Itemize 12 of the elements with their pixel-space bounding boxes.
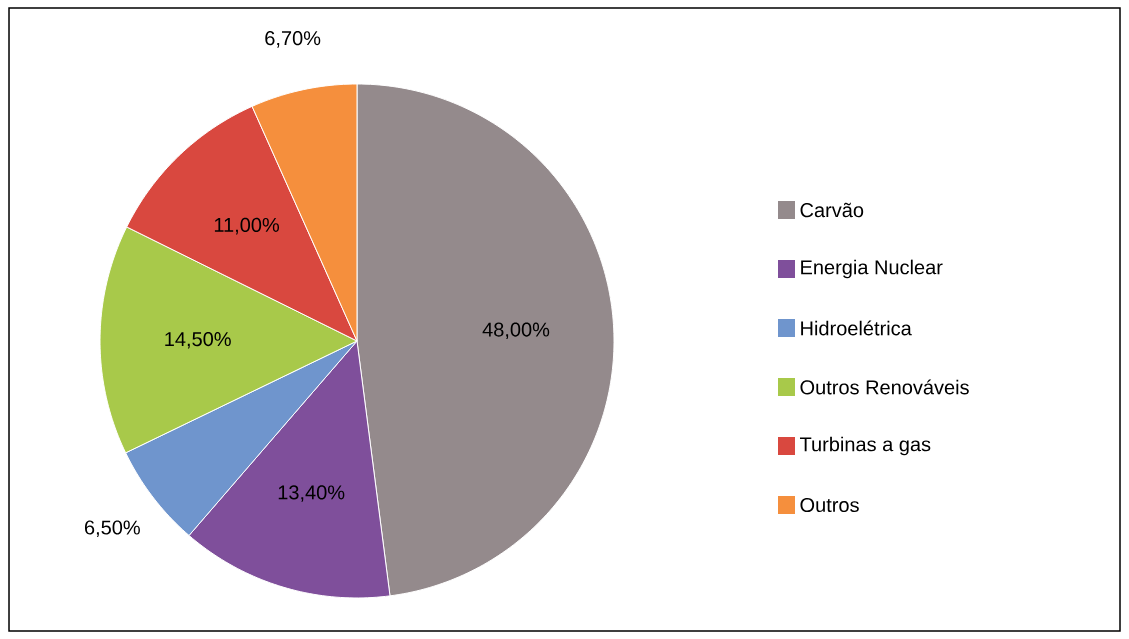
legend-label: Turbinas a gas (800, 436, 931, 456)
data-label: 11,00% (214, 217, 280, 235)
legend-label: Outros Renováveis (800, 379, 969, 395)
legend-label: Energia Nuclear (801, 259, 943, 279)
data-label: 6,50% (84, 520, 140, 537)
legend-label: Carvão (800, 202, 864, 218)
data-label: 14,50% (165, 331, 231, 349)
legend-label: Hidroelétrica (801, 320, 912, 336)
data-label: 48,00% (482, 322, 550, 340)
data-label: 13,40% (278, 485, 345, 502)
data-label: 6,70% (265, 31, 321, 48)
legend-label: Outros (800, 497, 859, 513)
